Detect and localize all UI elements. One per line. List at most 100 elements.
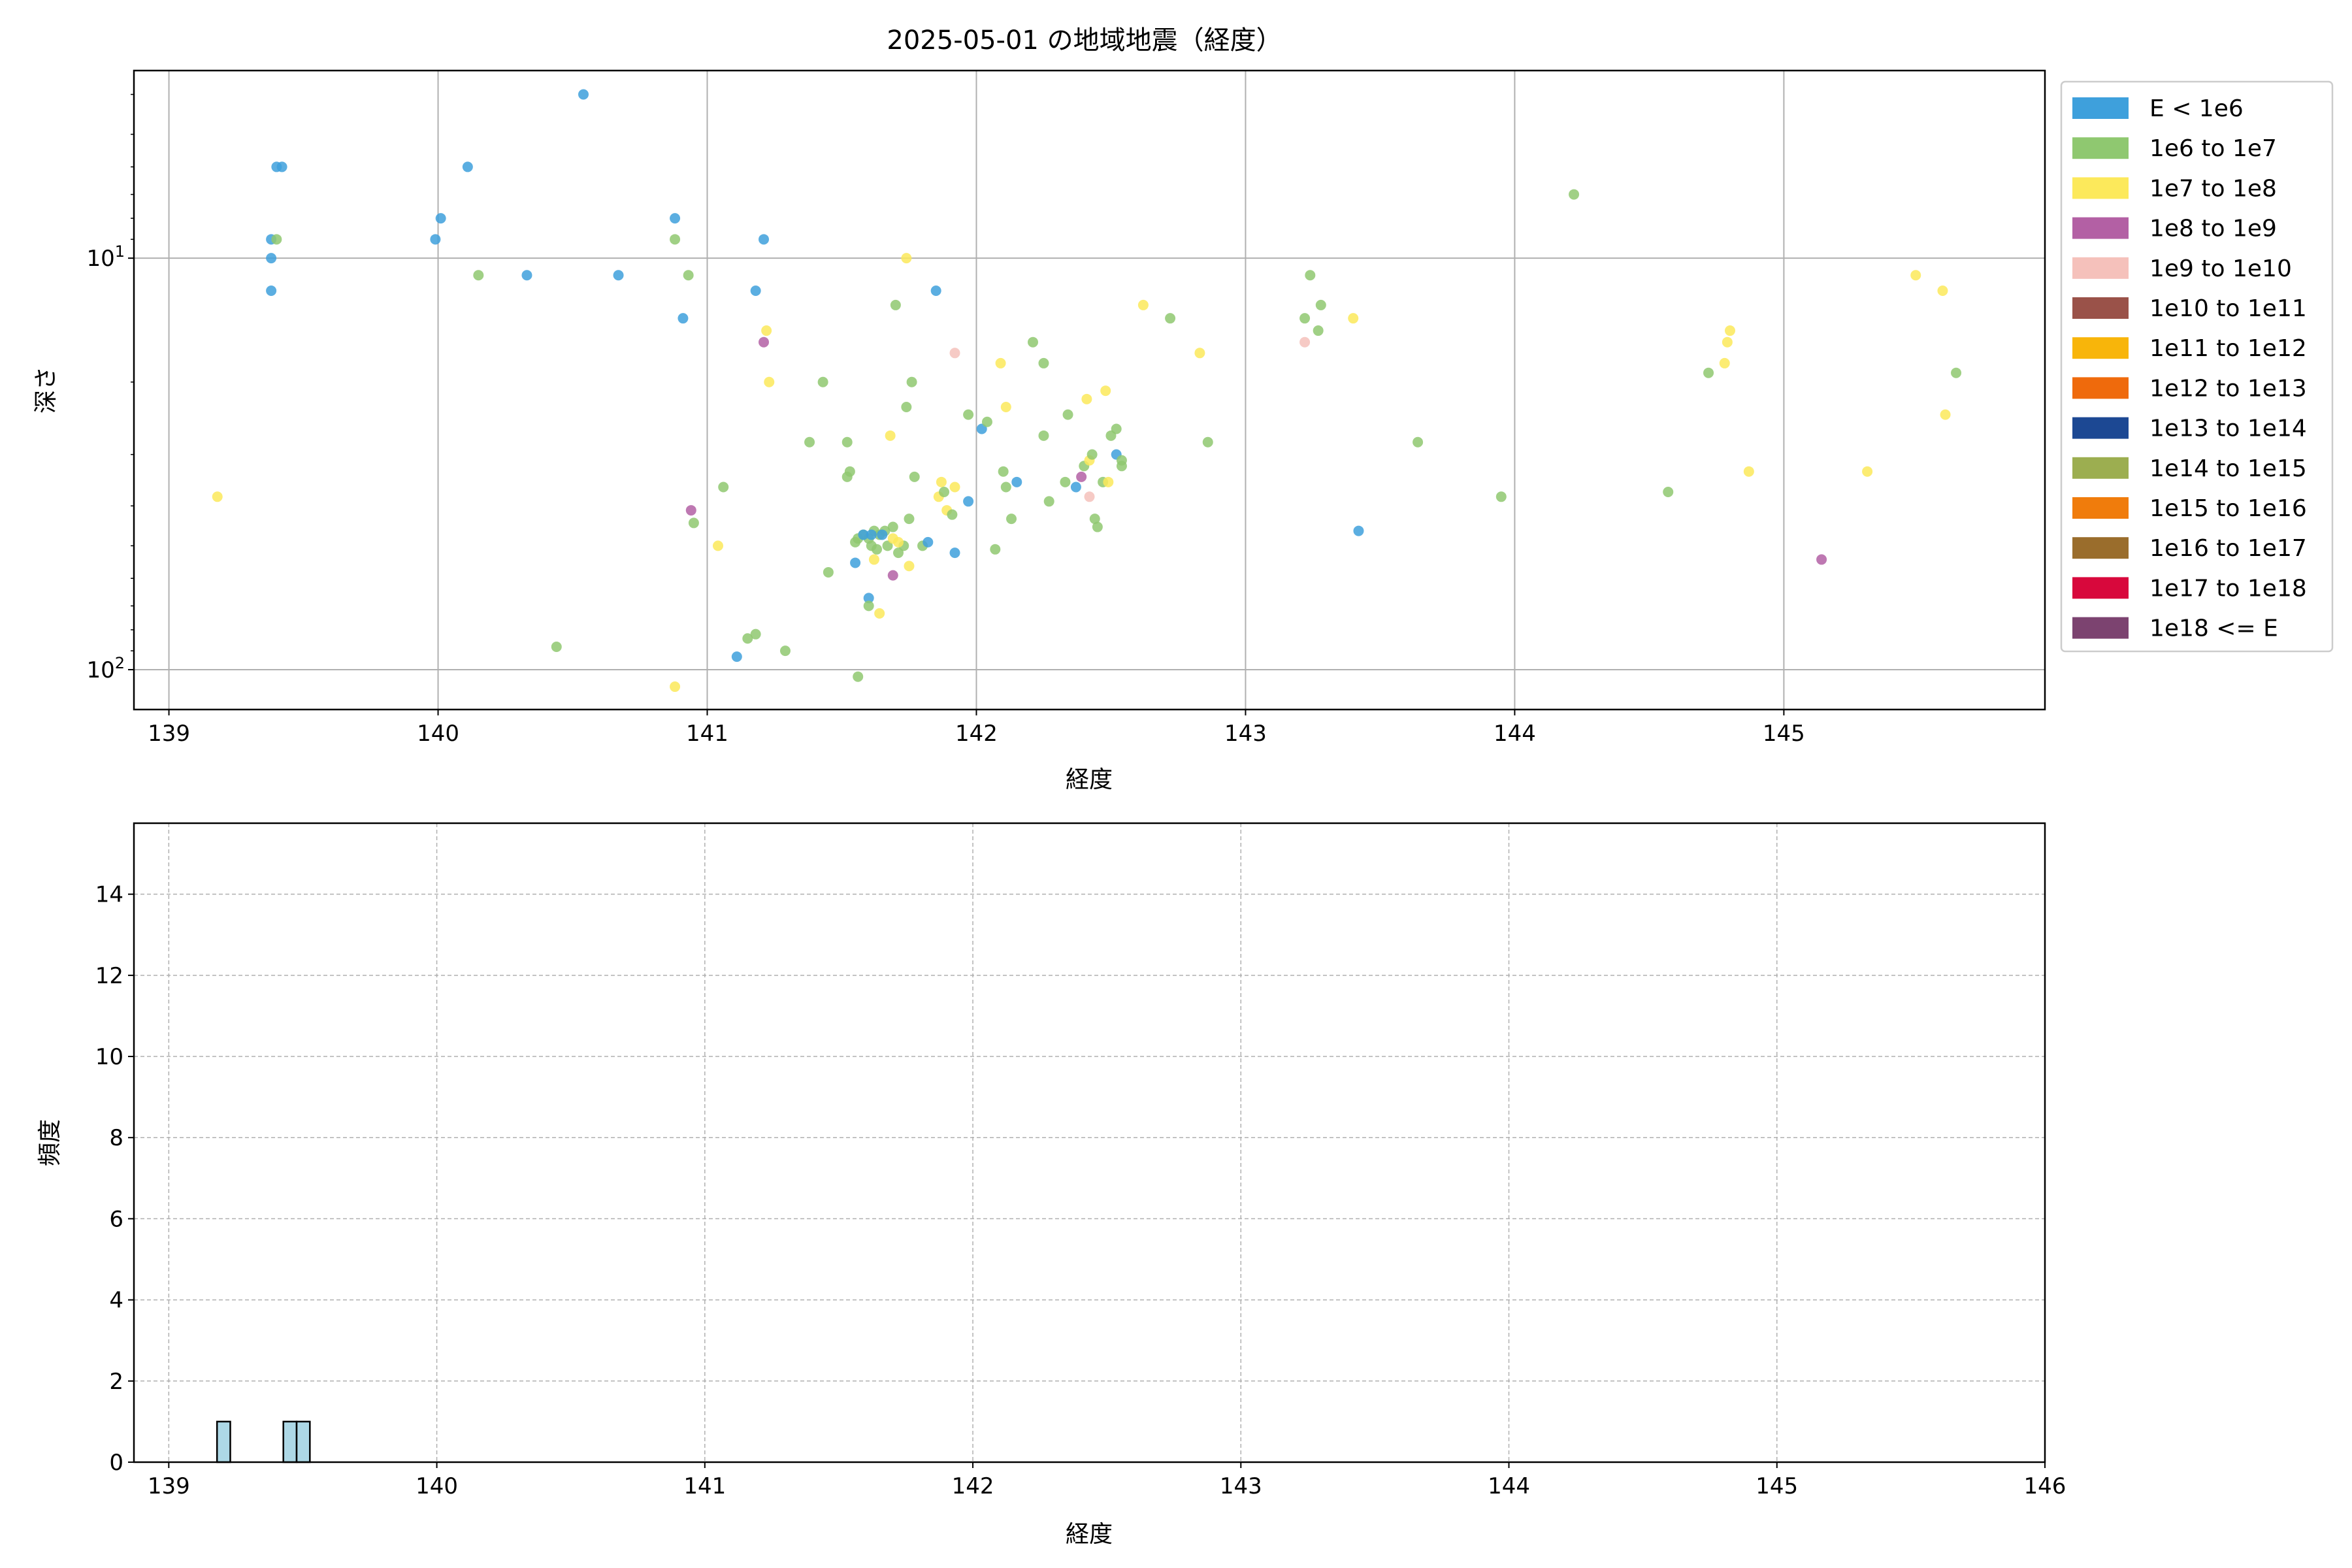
scatter-point <box>1202 436 1213 448</box>
scatter-point <box>1951 367 1962 378</box>
scatter-point <box>750 286 761 297</box>
scatter-x-tick-label: 145 <box>1763 721 1805 747</box>
histogram-bar <box>216 1420 231 1463</box>
histogram-frame <box>133 822 2046 1463</box>
scatter-frame <box>133 69 2046 711</box>
histogram-x-tick-label: 140 <box>416 1473 458 1499</box>
scatter-point <box>890 299 901 310</box>
scatter-x-axis-label: 経度 <box>1066 766 1113 793</box>
scatter-point <box>1305 270 1316 281</box>
scatter-point <box>688 517 699 529</box>
scatter-point <box>742 633 753 644</box>
scatter-point <box>1060 476 1071 487</box>
scatter-point <box>1299 336 1311 348</box>
scatter-point <box>949 547 960 559</box>
scatter-point <box>1062 409 1073 420</box>
legend-swatch <box>2072 377 2129 399</box>
scatter-point <box>901 401 912 412</box>
scatter-point <box>887 570 898 581</box>
scatter-point <box>435 213 446 224</box>
scatter-point <box>521 270 532 281</box>
scatter-point <box>266 286 277 297</box>
scatter-panel: 139 140 141 142 143 144 145 101 102 経度 深さ <box>33 69 2046 793</box>
legend-label: 1e6 to 1e7 <box>2149 135 2277 162</box>
scatter-point <box>578 89 589 100</box>
scatter-point <box>901 253 912 264</box>
scatter-point <box>930 286 941 297</box>
legend-items: E < 1e6 1e6 to 1e7 1e7 to 1e8 1e8 to 1e9 1e9… <box>2072 95 2307 642</box>
scatter-point <box>670 213 681 224</box>
scatter-y-axis: 101 102 <box>86 93 134 683</box>
legend-label: 1e7 to 1e8 <box>2149 175 2277 202</box>
scatter-point <box>764 376 775 387</box>
legend-swatch <box>2072 577 2129 599</box>
histogram-y-tick-label: 2 <box>109 1369 123 1395</box>
scatter-point <box>872 544 883 555</box>
legend-label: E < 1e6 <box>2149 95 2244 122</box>
scatter-point <box>990 544 1001 555</box>
scatter-point <box>1137 299 1149 310</box>
scatter-point <box>462 161 473 172</box>
legend-label: 1e9 to 1e10 <box>2149 255 2292 282</box>
scatter-point <box>670 234 681 245</box>
legend-swatch <box>2072 217 2129 239</box>
scatter-point <box>1862 466 1873 477</box>
scatter-x-tick-label: 143 <box>1224 721 1267 747</box>
scatter-point <box>947 509 958 520</box>
scatter-point <box>750 629 761 640</box>
legend-label: 1e11 to 1e12 <box>2149 335 2307 362</box>
scatter-point <box>1081 393 1092 404</box>
histogram-y-tick-label: 4 <box>109 1288 123 1314</box>
legend-swatch <box>2072 457 2129 479</box>
histogram-bar <box>282 1420 298 1463</box>
scatter-point <box>678 313 689 324</box>
scatter-point <box>1100 385 1111 397</box>
figure-title: 2025-05-01 の地域地震（経度） <box>887 25 1282 56</box>
legend-label: 1e12 to 1e13 <box>2149 375 2307 402</box>
scatter-point <box>1816 554 1827 565</box>
legend-label: 1e14 to 1e15 <box>2149 455 2307 482</box>
scatter-point <box>779 645 791 657</box>
scatter-point <box>1103 476 1114 487</box>
legend-swatch <box>2072 137 2129 159</box>
histogram-x-axis: 139 140 141 142 143 144 145 146 <box>148 1462 2066 1499</box>
scatter-point <box>1011 476 1022 487</box>
scatter-point <box>863 593 874 604</box>
legend-label: 1e10 to 1e11 <box>2149 295 2307 322</box>
scatter-point <box>823 566 834 578</box>
scatter-point <box>1086 449 1098 460</box>
scatter-x-tick-label: 139 <box>148 721 190 747</box>
scatter-y-axis-label: 深さ <box>33 367 59 414</box>
scatter-point <box>266 253 277 264</box>
legend-label: 1e16 to 1e17 <box>2149 535 2307 562</box>
scatter-point <box>1000 401 1011 412</box>
legend-label: 1e17 to 1e18 <box>2149 575 2307 602</box>
histogram-bar <box>295 1420 311 1463</box>
scatter-point <box>909 471 920 482</box>
scatter-point <box>1116 461 1127 472</box>
histogram-x-tick-label: 141 <box>683 1473 726 1499</box>
scatter-point <box>1084 491 1095 502</box>
scatter-point <box>841 471 853 482</box>
histogram-y-tick-label: 14 <box>95 882 123 908</box>
legend-swatch <box>2072 617 2129 639</box>
scatter-point <box>841 436 853 448</box>
scatter-point <box>683 270 694 281</box>
legend-swatch <box>2072 537 2129 559</box>
scatter-point <box>1910 270 1921 281</box>
scatter-point <box>1089 514 1100 525</box>
histogram-y-axis-label: 頻度 <box>37 1119 63 1166</box>
scatter-point <box>939 487 950 498</box>
scatter-point <box>1353 525 1364 536</box>
scatter-point <box>963 496 974 507</box>
histogram-x-tick-label: 146 <box>2024 1473 2066 1499</box>
scatter-point <box>1043 496 1054 507</box>
scatter-y-tick-label: 101 <box>86 242 125 272</box>
legend-swatch <box>2072 257 2129 279</box>
scatter-point <box>473 270 484 281</box>
scatter-point <box>759 234 770 245</box>
scatter-point <box>863 600 874 612</box>
legend-swatch <box>2072 177 2129 199</box>
scatter-point <box>670 681 681 693</box>
